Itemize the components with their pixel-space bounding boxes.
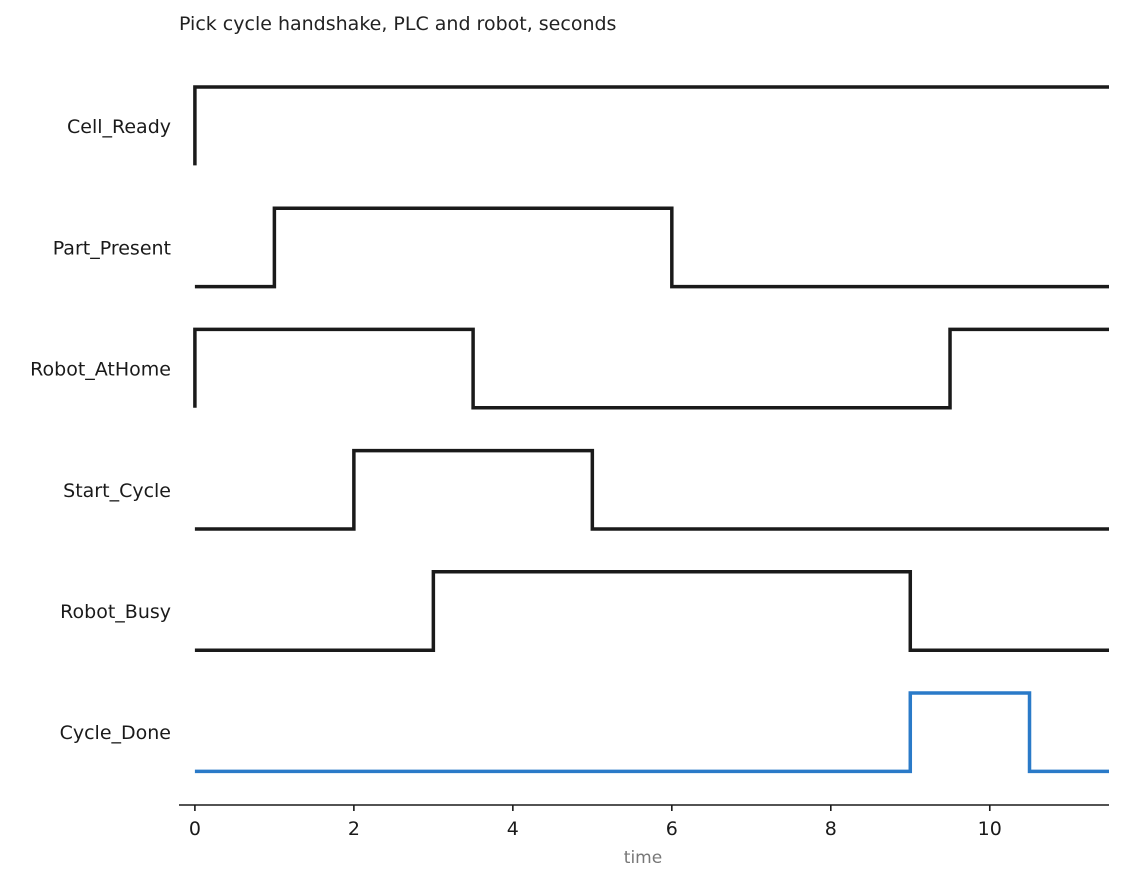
waveform-cycle-done bbox=[194, 691, 1109, 774]
signal-label-part-present: Part_Present bbox=[53, 237, 171, 259]
signal-label-cell-ready: Cell_Ready bbox=[67, 116, 171, 138]
x-axis: 0 2 4 6 8 10 bbox=[179, 804, 1109, 840]
waveform-start-cycle bbox=[194, 448, 1109, 531]
x-tick-label: 8 bbox=[825, 818, 837, 840]
waveform-robot-athome bbox=[193, 327, 1109, 410]
signal-label-cycle-done: Cycle_Done bbox=[60, 722, 171, 744]
signal-labels: Cell_Ready Part_Present Robot_AtHome Start_… bbox=[30, 116, 171, 744]
chart-title: Pick cycle handshake, PLC and robot, sec… bbox=[179, 13, 616, 35]
signal-label-robot-busy: Robot_Busy bbox=[60, 601, 171, 623]
waveform-part-present bbox=[194, 206, 1109, 289]
x-tick-label: 6 bbox=[666, 818, 678, 840]
waveform-robot-busy bbox=[194, 570, 1109, 652]
x-tick-label: 4 bbox=[507, 818, 519, 840]
x-tick-label: 0 bbox=[189, 818, 201, 840]
signal-waveforms bbox=[193, 85, 1109, 774]
x-tick-label: 2 bbox=[348, 818, 360, 840]
signal-label-start-cycle: Start_Cycle bbox=[63, 480, 171, 502]
x-tick-label: 10 bbox=[978, 818, 1002, 840]
signal-label-robot-athome: Robot_AtHome bbox=[30, 359, 171, 381]
x-axis-label: time bbox=[624, 848, 662, 868]
waveform-cell-ready bbox=[193, 85, 1109, 166]
